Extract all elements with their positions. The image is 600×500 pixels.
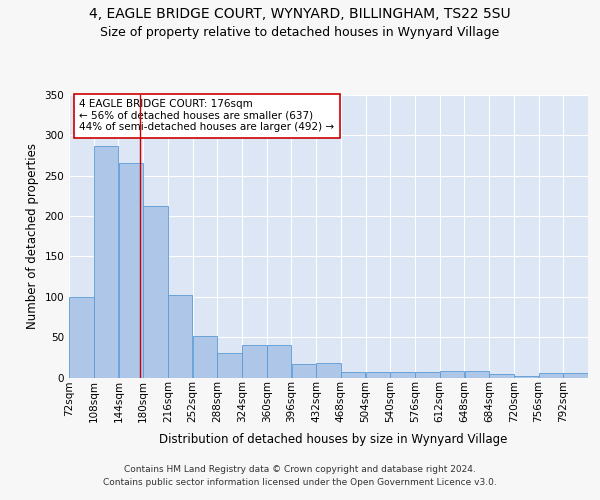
Bar [415,372,440,378]
Bar [316,363,341,378]
Bar [464,371,489,378]
Bar [267,345,291,378]
Text: Contains public sector information licensed under the Open Government Licence v3: Contains public sector information licen… [103,478,497,487]
Bar [539,372,563,378]
Bar [242,345,266,378]
Bar [217,354,242,378]
Bar [168,295,193,378]
Bar [391,372,415,378]
Text: Contains HM Land Registry data © Crown copyright and database right 2024.: Contains HM Land Registry data © Crown c… [124,466,476,474]
Bar [563,372,588,378]
Bar [292,364,316,378]
Bar [440,371,464,378]
Bar [366,372,390,378]
Bar [119,163,143,378]
Text: 4, EAGLE BRIDGE COURT, WYNYARD, BILLINGHAM, TS22 5SU: 4, EAGLE BRIDGE COURT, WYNYARD, BILLINGH… [89,6,511,20]
Text: 4 EAGLE BRIDGE COURT: 176sqm
← 56% of detached houses are smaller (637)
44% of s: 4 EAGLE BRIDGE COURT: 176sqm ← 56% of de… [79,99,335,132]
Text: Size of property relative to detached houses in Wynyard Village: Size of property relative to detached ho… [100,26,500,39]
Bar [514,376,538,378]
Y-axis label: Number of detached properties: Number of detached properties [26,143,39,329]
Bar [69,297,94,378]
Bar [94,146,118,378]
Bar [193,336,217,378]
Bar [490,374,514,378]
Bar [143,206,167,378]
Bar [341,372,365,378]
Text: Distribution of detached houses by size in Wynyard Village: Distribution of detached houses by size … [159,432,507,446]
